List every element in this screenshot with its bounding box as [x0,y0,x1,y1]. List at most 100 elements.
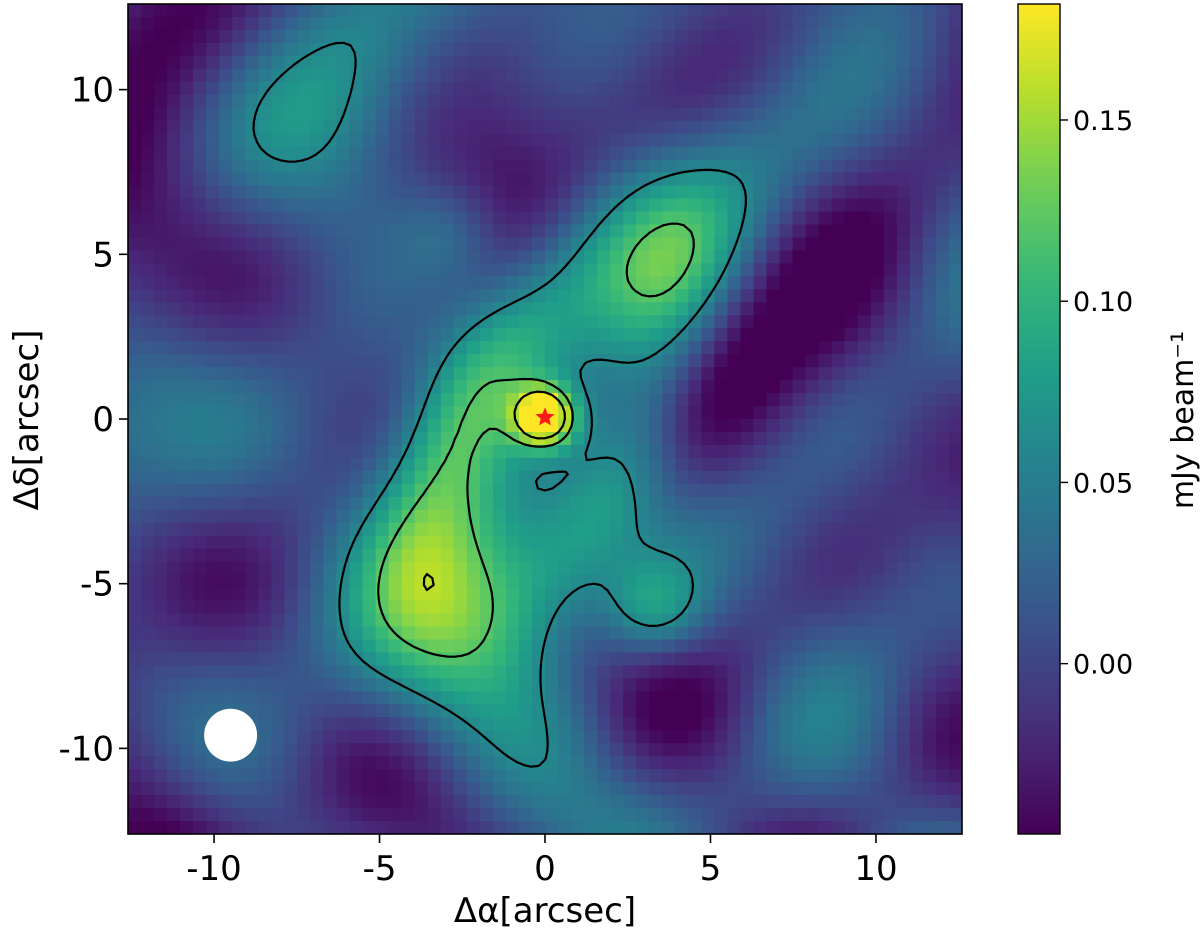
heatmap-cell [935,509,950,524]
heatmap-cell [531,444,546,459]
heatmap-cell [440,769,455,783]
heatmap-cell [571,393,585,407]
heatmap-cell [597,587,611,602]
heatmap-cell [844,120,859,135]
heatmap-cell [414,198,429,213]
heatmap-cell [323,341,338,355]
heatmap-cell [401,250,416,264]
heatmap-cell [310,172,325,187]
heatmap-cell [440,626,455,641]
heatmap-cell [388,55,403,70]
heatmap-cell [505,665,520,679]
heatmap-cell [727,535,742,550]
heatmap-cell [714,808,729,822]
heatmap-cell [740,717,755,731]
heatmap-cell [948,756,962,770]
heatmap-cell [610,120,624,135]
heatmap-cell [662,237,676,252]
heatmap-cell [362,211,377,226]
heatmap-cell [310,639,325,654]
heatmap-cell [714,795,729,809]
heatmap-cell [336,769,351,783]
heatmap-cell [414,172,429,187]
heatmap-cell [870,4,885,18]
heatmap-cell [388,406,403,420]
heatmap-cell [714,678,729,692]
heatmap-cell [688,483,702,498]
heatmap-cell [180,509,194,524]
heatmap-cell [740,678,755,692]
heatmap-cell [831,678,846,692]
heatmap-cell [922,704,937,718]
heatmap-cell [297,821,312,834]
heatmap-cell [688,198,702,213]
heatmap-cell [271,821,285,834]
heatmap-cell [753,496,768,511]
heatmap-cell [935,691,950,705]
heatmap-cell [206,224,220,239]
heatmap-cell [675,769,689,783]
heatmap-cell [453,444,468,459]
heatmap-cell [935,315,950,329]
heatmap-cell [284,224,299,239]
heatmap-cell [714,133,729,148]
heatmap-cell [518,795,533,809]
heatmap-cell [753,94,768,109]
heatmap-cell [362,42,377,57]
star-marker [535,407,555,426]
heatmap-cell [284,328,299,342]
heatmap-cell [154,367,168,381]
heatmap-cell [388,548,403,563]
heatmap-cell [545,808,559,822]
heatmap-cell [310,457,325,472]
heatmap-cell [948,224,962,239]
heatmap-cell [818,107,833,122]
heatmap-cell [662,185,676,200]
heatmap-cell [180,639,194,654]
heatmap-cell [375,626,390,641]
heatmap-cell [310,185,325,200]
heatmap-cell [701,68,716,83]
heatmap-cell [636,587,650,602]
heatmap-cell [258,561,272,576]
heatmap-cell [805,613,820,628]
heatmap-cell [440,29,455,44]
heatmap-cell [558,107,572,122]
heatmap-cell [505,16,520,31]
heatmap-cell [479,782,494,796]
heatmap-cell [440,4,455,18]
heatmap-cell [701,146,716,161]
heatmap-cell [388,782,403,796]
contour-line [377,222,695,658]
heatmap-cell [896,250,911,264]
heatmap-cell [453,626,468,641]
heatmap-cell [518,198,533,213]
heatmap-cell [753,704,768,718]
heatmap-cell [167,68,181,83]
heatmap-cell [336,367,351,381]
heatmap-cell [571,276,585,290]
heatmap-cell [883,16,898,31]
heatmap-cell [597,795,611,809]
heatmap-cell [245,626,259,641]
heatmap-cell [792,795,807,809]
heatmap-cell [505,211,520,226]
heatmap-cell [597,380,611,394]
heatmap-cell [662,302,676,316]
heatmap-cell [349,172,364,187]
heatmap-cell [492,133,507,148]
heatmap-cell [597,574,611,589]
heatmap-cell [883,263,898,277]
heatmap-cell [571,81,585,96]
heatmap-cell [701,419,716,433]
heatmap-cell [206,94,220,109]
heatmap-cell [323,665,338,679]
heatmap-cell [844,457,859,472]
heatmap-cell [740,133,755,148]
heatmap-cell [714,94,729,109]
heatmap-cell [479,354,494,368]
heatmap-cell [219,172,233,187]
heatmap-cell [909,380,924,394]
heatmap-cell [545,574,559,589]
heatmap-cell [649,626,663,641]
